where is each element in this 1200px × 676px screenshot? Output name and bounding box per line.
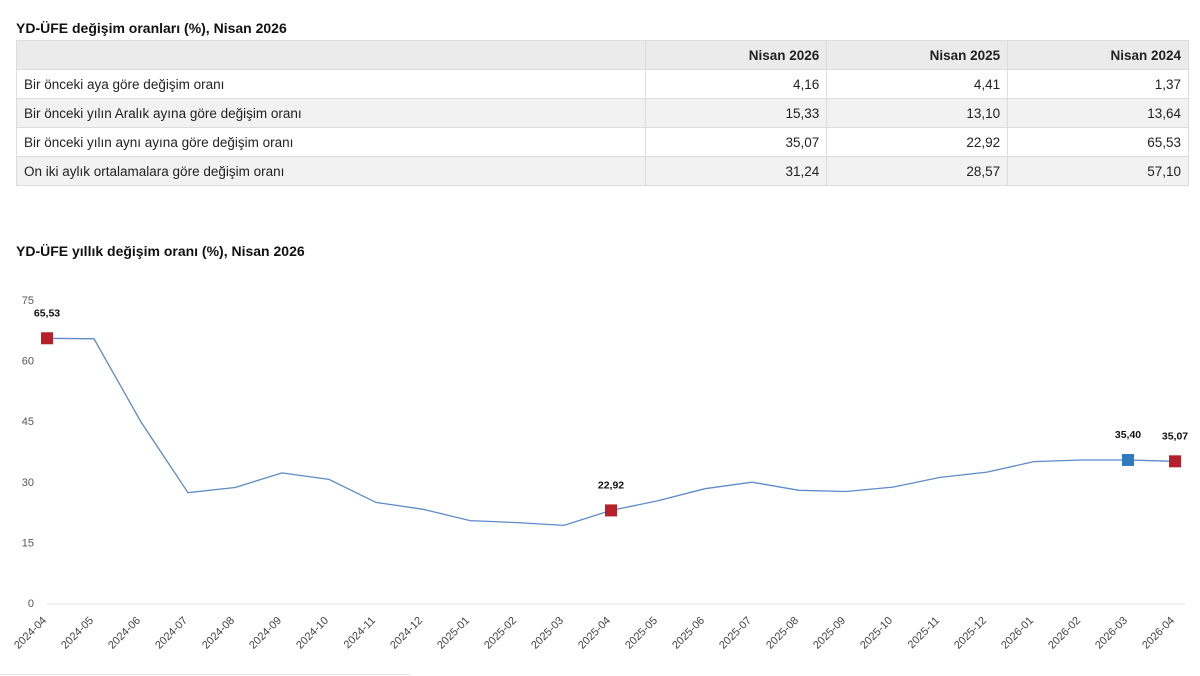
data-label: 22,92	[598, 479, 624, 491]
header-cell-nisan-2024: Nisan 2024	[1007, 40, 1189, 70]
header-cell-nisan-2025: Nisan 2025	[826, 40, 1009, 70]
x-tick-label: 2025-09	[811, 615, 848, 652]
cell-value: 35,07	[645, 127, 828, 157]
header-cell-label	[15, 40, 647, 70]
table-title: YD-ÜFE değişim oranları (%), Nisan 2026	[16, 20, 287, 36]
y-tick-label: 60	[22, 356, 34, 368]
cell-value: 22,92	[826, 127, 1009, 157]
x-tick-label: 2026-04	[1140, 615, 1177, 652]
highlight-marker	[605, 504, 617, 517]
x-tick-label: 2025-12	[952, 615, 989, 652]
x-tick-label: 2025-01	[435, 615, 472, 652]
y-tick-label: 45	[22, 416, 34, 428]
row-label: Bir önceki aya göre değişim oranı	[15, 69, 647, 99]
table-header-row: Nisan 2026 Nisan 2025 Nisan 2024	[15, 40, 1189, 70]
cell-value: 57,10	[1007, 156, 1189, 186]
x-tick-label: 2025-03	[529, 615, 566, 652]
x-tick-label: 2024-08	[200, 615, 237, 652]
y-tick-label: 30	[22, 477, 34, 489]
x-tick-label: 2025-10	[858, 615, 895, 652]
highlight-marker	[41, 332, 53, 345]
highlight-marker	[1122, 453, 1134, 466]
x-tick-label: 2025-08	[764, 615, 801, 652]
x-tick-label: 2024-07	[153, 615, 190, 652]
chart-title: YD-ÜFE yıllık değişim oranı (%), Nisan 2…	[16, 243, 305, 259]
cell-value: 1,37	[1007, 69, 1189, 99]
row-label: On iki aylık ortalamalara göre değişim o…	[15, 156, 647, 186]
row-label: Bir önceki yılın aynı ayına göre değişim…	[15, 127, 647, 157]
x-tick-label: 2024-12	[388, 615, 425, 652]
x-tick-label: 2026-01	[999, 615, 1036, 652]
header-cell-nisan-2026: Nisan 2026	[645, 40, 828, 70]
table-row: On iki aylık ortalamalara göre değişim o…	[15, 156, 1189, 186]
rates-table: Nisan 2026 Nisan 2025 Nisan 2024 Bir önc…	[15, 40, 1189, 186]
cell-value: 4,16	[645, 69, 828, 99]
x-tick-label: 2026-02	[1046, 615, 1083, 652]
line-chart: 0 15 30 45 60 75 2024-04 2024-05 2024-06 2024-07 2…	[12, 295, 1188, 652]
data-label: 35,40	[1115, 429, 1141, 441]
cell-value: 4,41	[826, 69, 1009, 99]
x-tick-label: 2024-10	[294, 615, 331, 652]
x-tick-label: 2024-05	[59, 615, 96, 652]
y-tick-label: 0	[28, 598, 34, 610]
y-tick-label: 15	[22, 537, 34, 549]
x-tick-label: 2025-04	[576, 615, 613, 652]
data-label: 65,53	[34, 307, 60, 319]
x-tick-label: 2024-11	[342, 615, 378, 651]
highlight-marker	[1169, 455, 1181, 468]
data-label: 35,07	[1162, 430, 1188, 442]
table-row: Bir önceki aya göre değişim oranı 4,16 4…	[15, 69, 1189, 99]
x-tick-label: 2025-06	[670, 615, 707, 652]
y-tick-label: 75	[22, 295, 34, 307]
table-row: Bir önceki yılın aynı ayına göre değişim…	[15, 127, 1189, 157]
x-tick-label: 2024-09	[247, 615, 284, 652]
cell-value: 65,53	[1007, 127, 1189, 157]
x-tick-label: 2025-11	[906, 615, 942, 651]
cell-value: 13,64	[1007, 98, 1189, 128]
divider	[0, 674, 410, 675]
x-tick-label: 2025-07	[717, 615, 754, 652]
x-tick-label: 2024-04	[12, 615, 49, 652]
x-tick-label: 2025-05	[623, 615, 660, 652]
table-row: Bir önceki yılın Aralık ayına göre değiş…	[15, 98, 1189, 128]
cell-value: 13,10	[826, 98, 1009, 128]
cell-value: 28,57	[826, 156, 1009, 186]
series-line	[46, 337, 1176, 527]
x-tick-label: 2024-06	[106, 615, 143, 652]
x-tick-label: 2025-02	[482, 615, 519, 652]
x-tick-label: 2026-03	[1093, 615, 1130, 652]
cell-value: 31,24	[645, 156, 828, 186]
row-label: Bir önceki yılın Aralık ayına göre değiş…	[15, 98, 647, 128]
cell-value: 15,33	[645, 98, 828, 128]
